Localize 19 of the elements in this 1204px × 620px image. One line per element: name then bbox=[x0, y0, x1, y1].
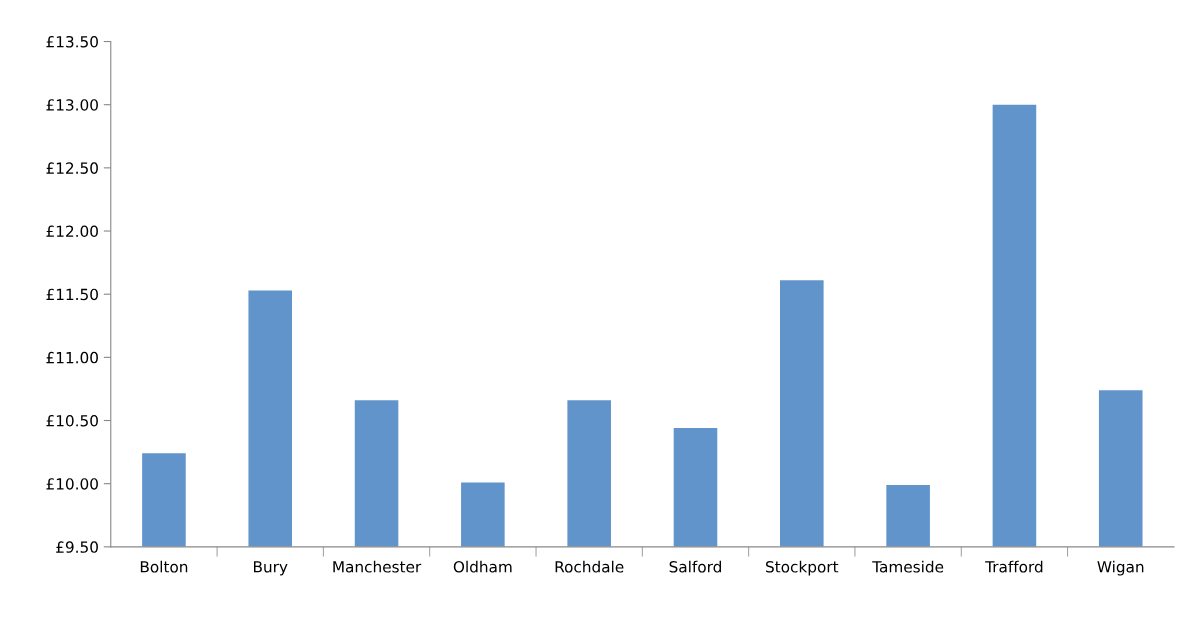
y-tick-label: £10.50 bbox=[46, 414, 98, 427]
y-tick-label: £10.00 bbox=[46, 478, 98, 490]
x-tick-label: Oldham bbox=[453, 560, 512, 573]
x-tick-label: Stockport bbox=[766, 560, 839, 576]
x-tick-label: Bolton bbox=[140, 560, 188, 573]
x-tick-label: Wigan bbox=[1097, 560, 1144, 576]
y-tick-label: £9.50 bbox=[56, 541, 98, 553]
y-tick-label: £12.00 bbox=[46, 225, 98, 238]
y-tick-label: £12.50 bbox=[46, 162, 98, 174]
y-tick-label: £13.50 bbox=[46, 36, 98, 48]
y-tick-label: £11.50 bbox=[46, 288, 98, 301]
y-tick-label: £11.00 bbox=[46, 351, 98, 364]
x-tick-label: Trafford bbox=[985, 560, 1043, 573]
x-tick-label: Bury bbox=[253, 561, 288, 576]
x-tick-label: Salford bbox=[669, 560, 721, 573]
x-tick-label: Manchester bbox=[333, 560, 422, 573]
x-tick-label: Rochdale bbox=[555, 560, 624, 573]
y-tick-label: £13.00 bbox=[46, 99, 98, 111]
x-tick-label: Tameside bbox=[872, 560, 944, 573]
